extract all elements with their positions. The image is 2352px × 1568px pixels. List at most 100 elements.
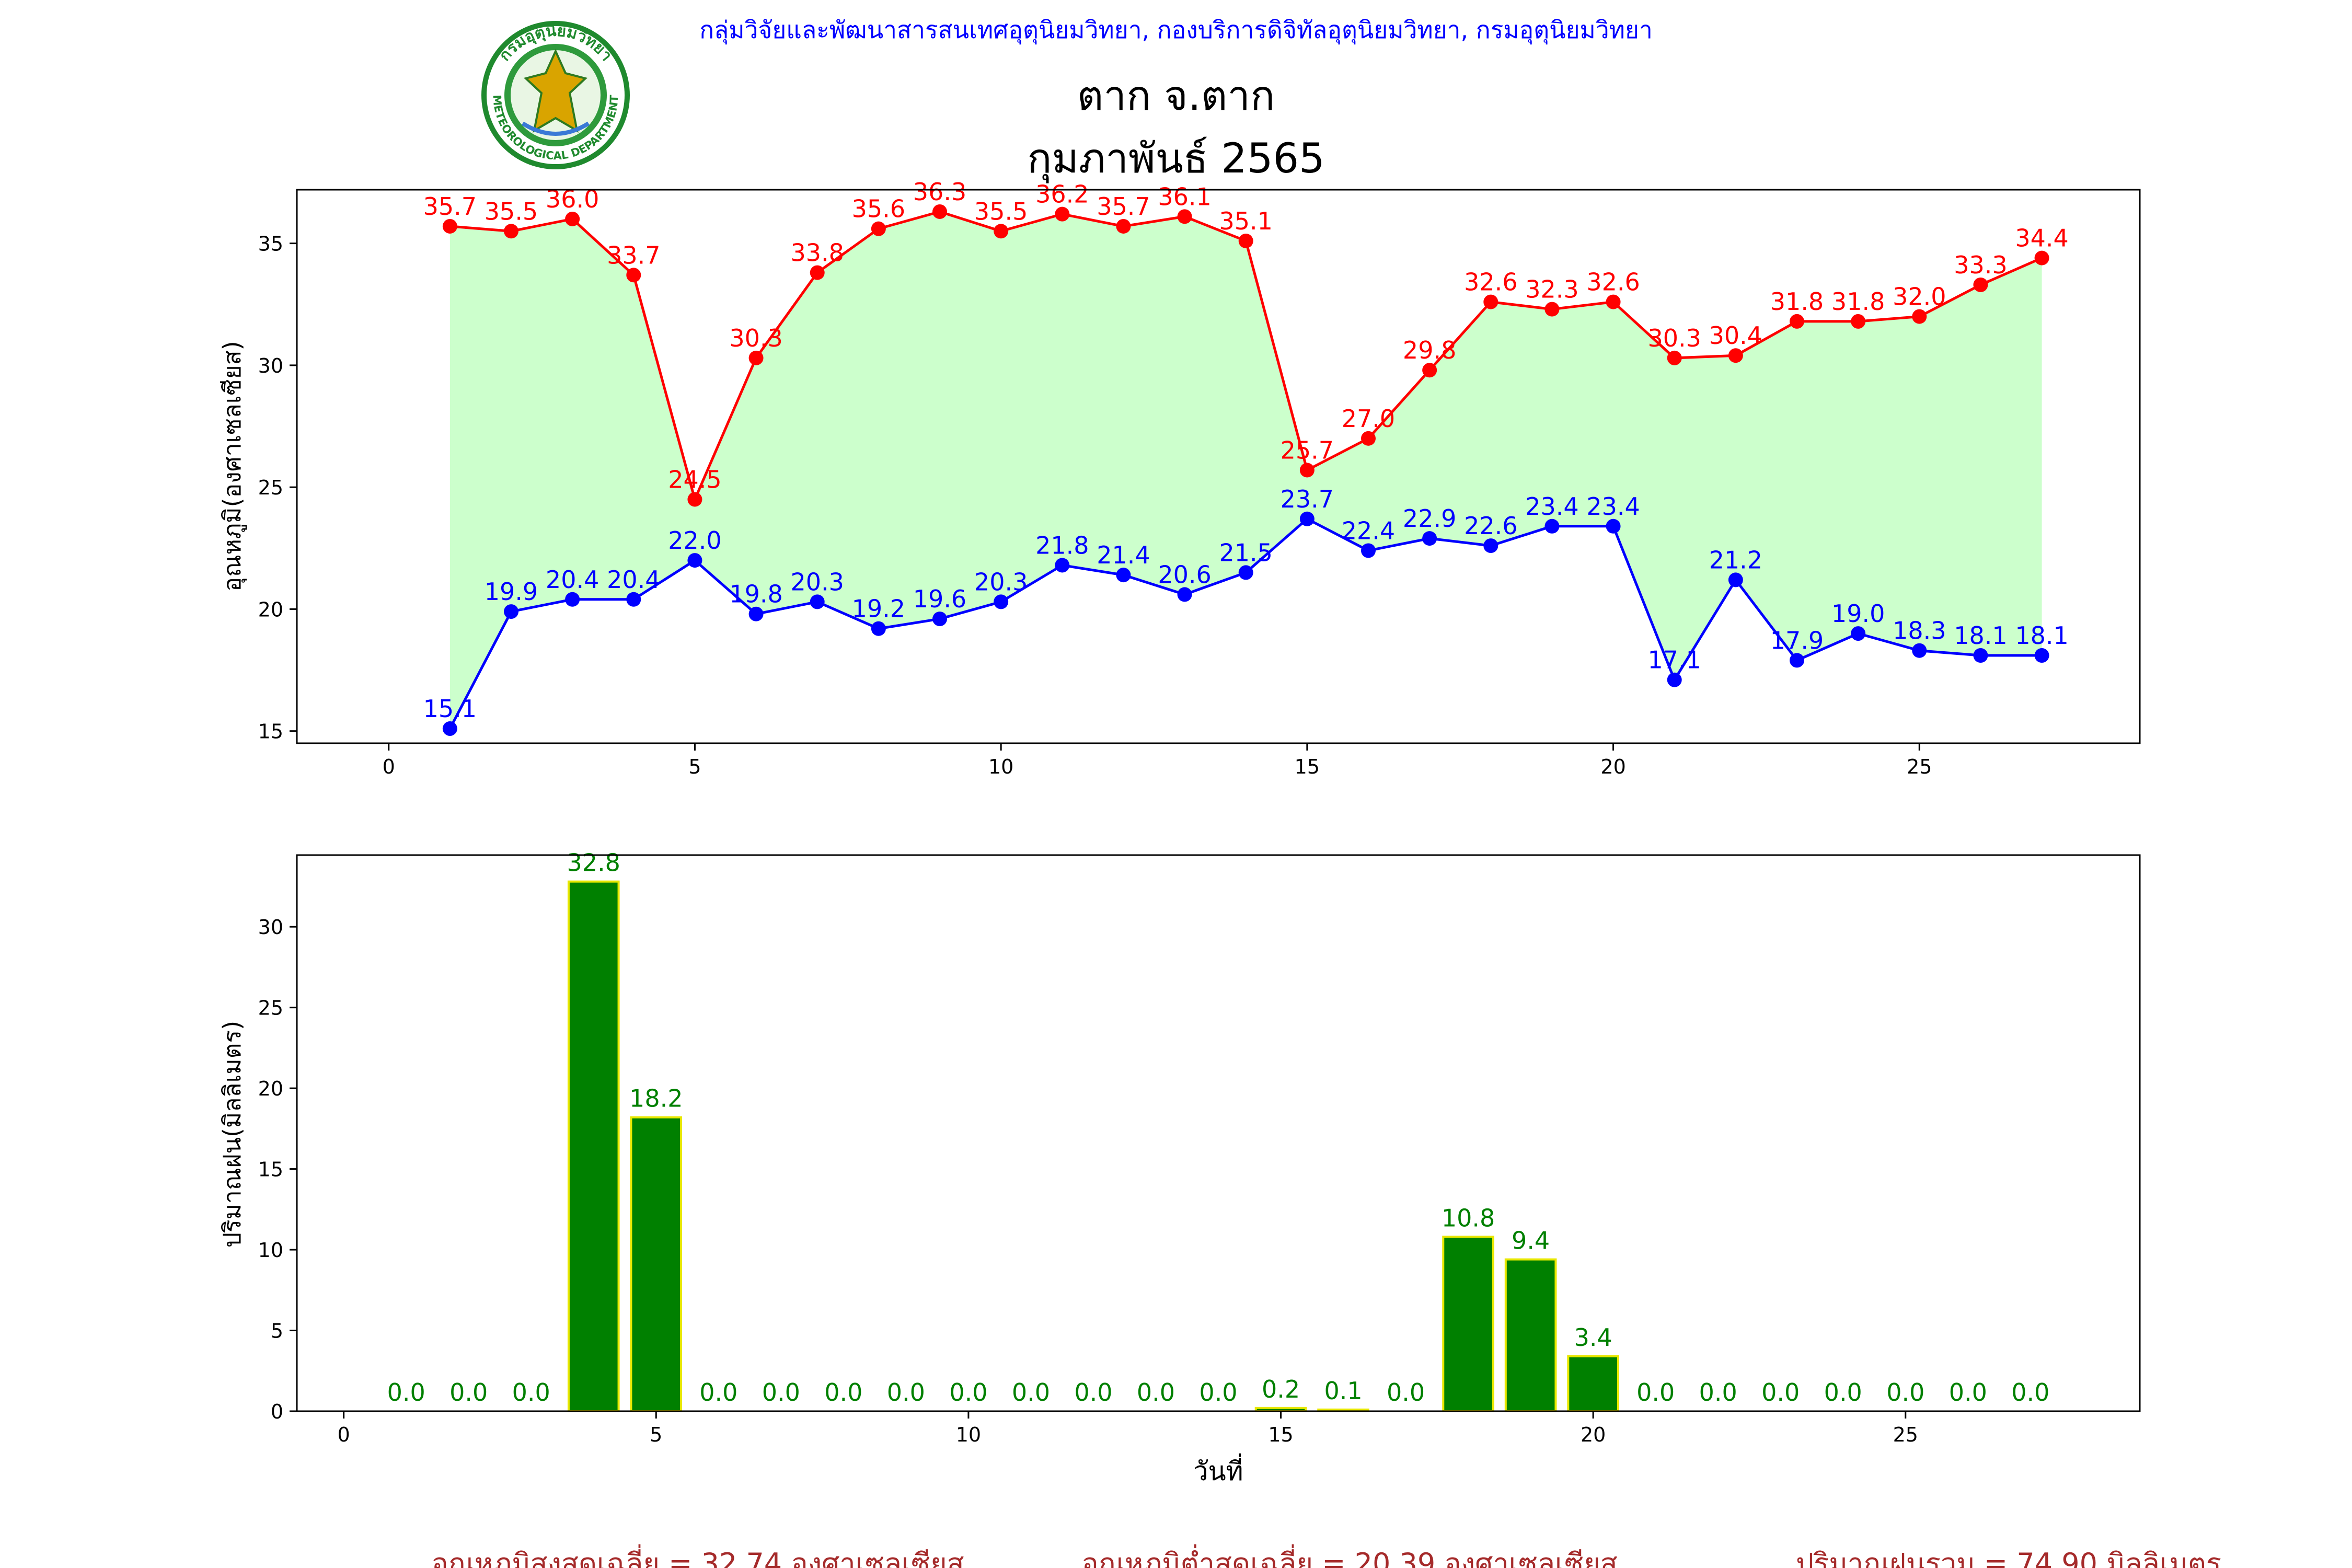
max-temperature-data-label: 33.8 bbox=[791, 239, 844, 267]
rainfall-x-axis-label: วันที่ bbox=[1193, 1454, 1243, 1486]
min-temperature-series bbox=[442, 511, 2049, 736]
temperature-x-tick-label: 5 bbox=[688, 755, 701, 778]
max-temperature-point bbox=[1973, 277, 1988, 292]
max-temperature-point bbox=[1790, 314, 1804, 329]
min-temperature-data-label: 17.1 bbox=[1648, 646, 1701, 674]
max-temperature-data-label: 32.6 bbox=[1586, 268, 1640, 296]
max-temperature-point bbox=[1483, 294, 1498, 309]
temperature-x-tick-label: 25 bbox=[1907, 755, 1932, 778]
temperature-y-axis-ticks: 15 20 25 30 35 bbox=[258, 233, 297, 743]
min-temperature-point bbox=[1177, 587, 1192, 602]
min-temperature-data-label: 23.7 bbox=[1281, 485, 1334, 513]
period-title: กุมภาพันธ์ 2565 bbox=[1027, 135, 1325, 183]
meteorological-department-logo: กรมอุตุนิยมวิทยา METEOROLOGICAL DEPARTME… bbox=[481, 21, 630, 169]
min-temperature-data-label: 22.0 bbox=[668, 526, 721, 555]
min-temperature-point bbox=[1238, 565, 1253, 580]
max-temperature-data-label: 33.3 bbox=[1954, 251, 2007, 279]
min-temperature-point bbox=[2034, 648, 2049, 663]
max-temperature-point bbox=[2034, 250, 2049, 266]
max-temperature-point bbox=[1728, 348, 1743, 363]
rainfall-data-label: 0.0 bbox=[1074, 1378, 1112, 1406]
temperature-x-tick-label: 10 bbox=[988, 755, 1013, 778]
max-temperature-series bbox=[442, 204, 2049, 507]
rainfall-data-label: 0.0 bbox=[887, 1378, 925, 1406]
rainfall-data-label: 0.0 bbox=[762, 1378, 800, 1406]
max-temperature-point bbox=[1361, 431, 1376, 446]
rainfall-x-tick-label: 0 bbox=[338, 1423, 350, 1446]
min-temperature-data-label: 20.4 bbox=[607, 566, 660, 594]
max-temperature-point bbox=[1177, 209, 1192, 224]
rainfall-data-label: 0.0 bbox=[699, 1378, 737, 1406]
rainfall-bar bbox=[1504, 1258, 1557, 1412]
max-temperature-point bbox=[1116, 218, 1131, 234]
rainfall-y-tick-label: 20 bbox=[258, 1077, 283, 1100]
min-temperature-data-label: 19.2 bbox=[852, 595, 905, 623]
max-temperature-point bbox=[748, 350, 764, 365]
max-temperature-data-label: 32.0 bbox=[1893, 283, 1946, 311]
rainfall-data-label: 0.1 bbox=[1324, 1377, 1362, 1405]
water-wave-icon bbox=[521, 121, 590, 136]
max-temperature-data-label: 32.6 bbox=[1464, 268, 1517, 296]
max-temperature-point bbox=[626, 268, 641, 283]
max-temperature-point bbox=[810, 265, 825, 280]
max-temperature-point bbox=[1544, 302, 1560, 317]
temperature-y-tick-label: 20 bbox=[258, 598, 283, 621]
min-temperature-data-label: 21.2 bbox=[1709, 546, 1762, 574]
min-temperature-point bbox=[994, 594, 1009, 609]
rainfall-data-label: 0.0 bbox=[1886, 1378, 1924, 1406]
min-temperature-data-label: 23.4 bbox=[1525, 492, 1578, 521]
temperature-y-tick-label: 25 bbox=[258, 476, 283, 499]
department-line: กลุ่มวิจัยและพัฒนาสารสนเทศอุตุนิยมวิทยา,… bbox=[699, 16, 1653, 45]
rainfall-x-axis-ticks: 0 5 10 15 20 25 bbox=[338, 1411, 1918, 1446]
rainfall-data-label: 0.0 bbox=[1949, 1378, 1987, 1406]
max-temperature-data-label: 25.7 bbox=[1281, 436, 1334, 464]
rainfall-data-label: 0.0 bbox=[1699, 1378, 1737, 1406]
max-temperature-data-label: 35.7 bbox=[1097, 192, 1150, 221]
min-temperature-data-label: 18.3 bbox=[1893, 617, 1946, 645]
max-temperature-point bbox=[871, 221, 886, 236]
rainfall-bar bbox=[1567, 1355, 1619, 1412]
min-temperature-point bbox=[871, 621, 886, 636]
max-temperature-data-label: 36.2 bbox=[1035, 180, 1089, 209]
temperature-x-tick-label: 15 bbox=[1295, 755, 1320, 778]
rainfall-bar bbox=[1442, 1236, 1494, 1413]
max-temperature-point bbox=[1299, 463, 1315, 478]
min-temperature-data-label: 22.4 bbox=[1342, 516, 1395, 545]
temperature-y-axis-label: อุณหภูมิ(องศาเซลเซียส) bbox=[218, 341, 247, 591]
max-temperature-data-label: 32.3 bbox=[1525, 275, 1578, 304]
min-temperature-point bbox=[1299, 511, 1315, 526]
min-temperature-point bbox=[1851, 626, 1866, 641]
avg-min-temperature-summary: อุณหภูมิต่ำสุดเฉลี่ย = 20.39 องศาเซลเซีย… bbox=[1081, 1544, 1617, 1568]
rainfall-data-label: 0.2 bbox=[1262, 1375, 1300, 1403]
min-temperature-data-label: 21.4 bbox=[1097, 541, 1150, 569]
min-temperature-point bbox=[1361, 543, 1376, 558]
rainfall-x-tick-label: 10 bbox=[956, 1423, 981, 1446]
deity-emblem-icon bbox=[523, 49, 588, 133]
min-temperature-data-label: 19.9 bbox=[485, 578, 538, 606]
rainfall-bar bbox=[567, 880, 620, 1412]
temperature-y-tick-label: 35 bbox=[258, 233, 283, 256]
rainfall-data-label: 0.0 bbox=[1761, 1378, 1800, 1406]
max-temperature-data-label: 34.4 bbox=[2015, 224, 2068, 252]
max-temperature-point bbox=[442, 218, 457, 234]
max-temperature-point bbox=[1055, 206, 1070, 222]
temperature-range-fill bbox=[449, 211, 2042, 729]
rainfall-data-label: 0.0 bbox=[449, 1378, 488, 1406]
max-temperature-data-label: 27.0 bbox=[1342, 405, 1395, 433]
max-temperature-data-label: 30.4 bbox=[1709, 321, 1762, 350]
rainfall-x-tick-label: 15 bbox=[1268, 1423, 1293, 1446]
max-temperature-point bbox=[932, 204, 947, 219]
min-temperature-point bbox=[1422, 531, 1437, 546]
rainfall-data-label: 0.0 bbox=[387, 1378, 425, 1406]
max-temperature-data-label: 31.8 bbox=[1831, 287, 1885, 316]
min-temperature-point bbox=[565, 592, 580, 607]
rainfall-y-tick-label: 5 bbox=[271, 1320, 283, 1343]
min-temperature-point bbox=[748, 606, 764, 621]
min-temperature-data-label: 21.5 bbox=[1219, 538, 1273, 567]
rainfall-bar bbox=[630, 1116, 683, 1413]
station-title: ตาก จ.ตาก bbox=[1077, 73, 1275, 120]
min-temperature-data-label: 22.9 bbox=[1403, 504, 1456, 533]
min-temperature-point bbox=[442, 721, 457, 736]
rainfall-y-axis-label: ปริมาณฝน(มิลลิเมตร) bbox=[218, 1021, 246, 1248]
